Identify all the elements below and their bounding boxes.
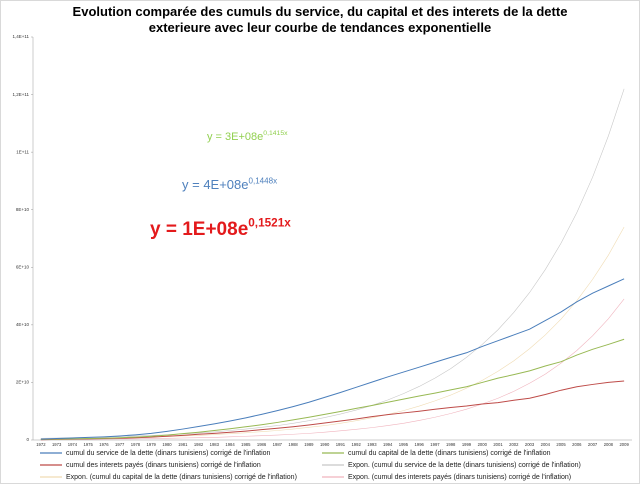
series-line <box>40 278 625 440</box>
x-tick-label: 1972 <box>36 442 46 447</box>
equation: y = 4E+08e0,1448x <box>182 177 277 193</box>
equation-text: y = 4E+08e <box>182 177 249 192</box>
equation-exponent: 0,1448x <box>249 177 278 186</box>
x-tick-label: 1991 <box>336 442 346 447</box>
series-line <box>40 226 625 440</box>
y-tick-label: 6E+10 <box>16 264 30 269</box>
x-tick-label: 1998 <box>446 442 456 447</box>
y-tick-label: 1,2E+11 <box>12 92 29 97</box>
x-tick-label: 1981 <box>178 442 188 447</box>
y-tick-label: 2E+10 <box>16 380 30 385</box>
x-tick-label: 1986 <box>257 442 267 447</box>
x-tick-label: 1975 <box>84 442 94 447</box>
equation: y = 1E+08e0,1521x <box>150 216 291 240</box>
x-tick-label: 1979 <box>147 442 157 447</box>
x-tick-label: 1978 <box>131 442 141 447</box>
chart-title: Evolution comparée des cumuls du service… <box>72 4 568 35</box>
y-tick-label: 1E+11 <box>16 149 29 154</box>
x-tick-label: 2000 <box>478 442 488 447</box>
legend-label: Expon. (cumul des interets payés (dinars… <box>348 474 571 481</box>
legend-label: cumul des interets payés (dinars tunisie… <box>66 462 261 469</box>
x-tick-label: 1994 <box>383 442 393 447</box>
x-tick-label: 2008 <box>604 442 614 447</box>
x-tick-label: 1973 <box>52 442 62 447</box>
x-tick-label: 1992 <box>351 442 361 447</box>
x-tick-label: 1995 <box>399 442 409 447</box>
legend-label: cumul du capital de la dette (dinars tun… <box>348 450 551 457</box>
x-tick-label: 1980 <box>162 442 172 447</box>
equation-exponent: 0,1415x <box>263 130 288 137</box>
x-tick-label: 1996 <box>415 442 425 447</box>
x-tick-label: 1987 <box>273 442 283 447</box>
series-line <box>40 338 625 440</box>
legend-label: Expon. (cumul du capital de la dette (di… <box>66 474 297 481</box>
x-tick-label: 2001 <box>493 442 503 447</box>
x-tick-label: 2003 <box>525 442 535 447</box>
x-tick-label: 1983 <box>210 442 220 447</box>
x-tick-label: 2009 <box>619 442 629 447</box>
equation-text: y = 3E+08e <box>207 131 263 143</box>
x-tick-label: 1997 <box>430 442 440 447</box>
x-tick-label: 2006 <box>572 442 582 447</box>
x-tick-label: 2004 <box>541 442 551 447</box>
x-tick-label: 1985 <box>241 442 251 447</box>
x-tick-label: 2002 <box>509 442 519 447</box>
x-tick-label: 1984 <box>225 442 235 447</box>
equation: y = 3E+08e0,1415x <box>207 130 288 143</box>
x-tick-label: 2005 <box>556 442 566 447</box>
x-tick-label: 1974 <box>68 442 78 447</box>
x-tick-label: 1977 <box>115 442 125 447</box>
equation-exponent: 0,1521x <box>248 216 291 229</box>
x-tick-label: 1990 <box>320 442 330 447</box>
series-line <box>40 88 625 439</box>
x-tick-label: 2007 <box>588 442 598 447</box>
x-tick-label: 1976 <box>99 442 109 447</box>
equation-text: y = 1E+08e <box>150 219 248 240</box>
x-tick-label: 1993 <box>367 442 377 447</box>
y-tick-label: 8E+10 <box>16 207 30 212</box>
y-tick-label: 0 <box>26 437 29 442</box>
x-tick-label: 1989 <box>304 442 314 447</box>
y-tick-label: 1,4E+11 <box>12 34 29 39</box>
series-line <box>40 298 625 440</box>
x-tick-label: 1999 <box>462 442 472 447</box>
y-tick-label: 4E+10 <box>16 322 30 327</box>
x-tick-label: 1982 <box>194 442 204 447</box>
legend-label: Expon. (cumul du service de la dette (di… <box>348 462 581 469</box>
legend-label: cumul du service de la dette (dinars tun… <box>66 450 271 457</box>
series-line <box>40 380 625 441</box>
x-tick-label: 1988 <box>288 442 298 447</box>
